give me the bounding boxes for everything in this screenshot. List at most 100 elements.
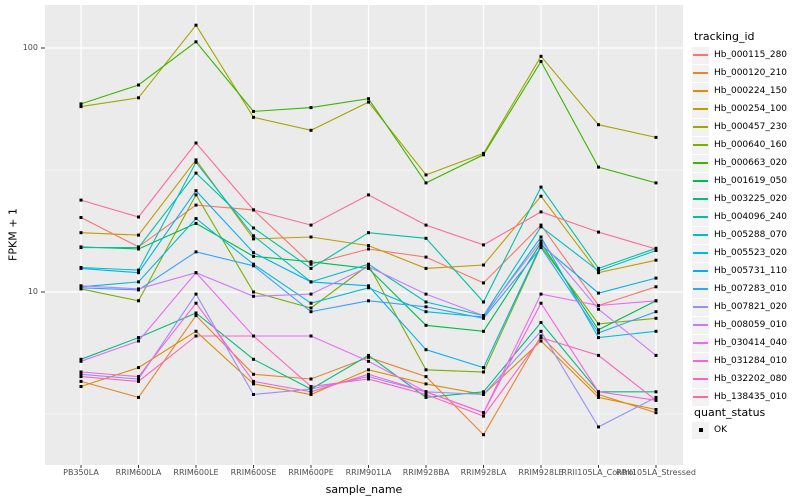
data-point: [367, 299, 370, 303]
data-point: [597, 331, 600, 335]
x-tick-label: RRIM600LA: [115, 468, 162, 477]
data-point: [194, 160, 198, 164]
data-point: [539, 329, 543, 333]
data-point: [539, 194, 543, 198]
legend-entries-tracking-id: Hb_000115_280 Hb_000120_210 Hb_000224_150 H…: [692, 46, 787, 406]
legend-key-line-icon: [692, 64, 709, 82]
legend-key-line-icon: [692, 370, 709, 388]
data-point: [137, 366, 140, 370]
data-point: [194, 193, 198, 197]
x-tick-label: RRIM928LA: [460, 468, 507, 477]
x-tick-label: PB350LA: [63, 468, 99, 477]
x-axis-title: sample_name: [325, 483, 403, 496]
data-point: [424, 375, 428, 379]
data-point: [367, 377, 370, 381]
data-point: [252, 334, 255, 338]
data-point: [367, 266, 370, 270]
data-point: [424, 292, 428, 296]
legend-key-line-icon: [692, 82, 709, 100]
data-point: [252, 379, 255, 383]
data-point: [252, 372, 255, 376]
data-point: [137, 233, 140, 237]
data-point: [539, 210, 543, 214]
legend-entry: Hb_000224_150: [692, 82, 787, 100]
data-point: [194, 40, 198, 44]
legend-key-line-icon: [692, 100, 709, 118]
legend-entry: Hb_005288_070: [692, 226, 787, 244]
legend-entry-label: Hb_000120_210: [714, 68, 788, 78]
data-point: [309, 387, 313, 391]
legend-entry-label: Hb_005523_020: [714, 248, 788, 258]
data-point: [654, 408, 658, 411]
data-point: [539, 235, 543, 239]
legend-entry-label: Hb_004096_240: [714, 212, 788, 222]
legend: tracking_id Hb_000115_280 Hb_000120_210 Hb…: [690, 0, 800, 500]
data-point: [309, 310, 313, 314]
data-point: [597, 271, 600, 275]
data-point: [137, 379, 140, 383]
data-point: [194, 314, 198, 318]
data-point: [367, 231, 370, 235]
data-point: [654, 299, 658, 303]
series-points-Hb_000120_210: [79, 314, 658, 437]
data-point: [137, 83, 140, 87]
data-point: [137, 377, 140, 381]
data-point: [424, 382, 428, 386]
data-point: [424, 255, 428, 259]
legend-key-line-icon: [692, 334, 709, 352]
data-point: [597, 328, 600, 332]
legend-entry-label: Hb_032202_080: [714, 374, 788, 384]
data-point: [137, 287, 140, 291]
legend-entry-label: Hb_008059_010: [714, 320, 788, 330]
data-point: [539, 185, 543, 189]
legend-entry: Hb_138435_010: [692, 388, 787, 406]
data-point: [252, 254, 255, 258]
data-point: [137, 299, 140, 303]
data-point: [597, 307, 600, 311]
data-point: [367, 368, 370, 372]
data-point: [597, 269, 600, 273]
data-point: [252, 393, 255, 396]
data-point: [424, 305, 428, 309]
data-point: [194, 271, 198, 275]
legend-entry: Hb_000640_160: [692, 136, 787, 154]
legend-entry-label: Hb_000640_160: [714, 140, 788, 150]
data-point: [137, 395, 140, 399]
data-point: [367, 262, 370, 266]
legend-key-line-icon: [692, 244, 709, 262]
legend-entry-quant-ok: OK: [692, 421, 727, 439]
data-point: [367, 244, 370, 248]
data-point: [482, 329, 485, 333]
legend-key-line-icon: [692, 136, 709, 154]
series-points-Hb_032202_080: [79, 334, 658, 418]
data-point: [309, 128, 313, 132]
data-point: [482, 281, 485, 285]
data-point: [367, 286, 370, 290]
data-point: [654, 258, 658, 262]
data-point: [194, 311, 198, 315]
data-point: [367, 265, 370, 269]
data-point: [367, 193, 370, 197]
legend-title-quant-status: quant_status: [694, 406, 766, 419]
legend-title-tracking-id: tracking_id: [694, 30, 755, 43]
data-point: [137, 280, 140, 284]
data-point: [252, 294, 255, 298]
data-point: [597, 395, 600, 399]
data-point: [137, 215, 140, 219]
data-point: [482, 370, 485, 374]
data-point: [137, 246, 140, 250]
data-point: [137, 271, 140, 275]
data-point: [539, 339, 543, 343]
legend-entry-label: Hb_007283_010: [714, 284, 788, 294]
legend-entry: Hb_003225_020: [692, 190, 787, 208]
data-point: [482, 300, 485, 304]
x-tick-label: RRIM600SE: [230, 468, 277, 477]
data-point: [424, 173, 428, 177]
data-point: [309, 223, 313, 227]
data-point: [79, 231, 83, 235]
data-point: [137, 339, 140, 343]
data-point: [252, 208, 255, 212]
data-point: [79, 105, 83, 109]
data-point: [424, 266, 428, 270]
